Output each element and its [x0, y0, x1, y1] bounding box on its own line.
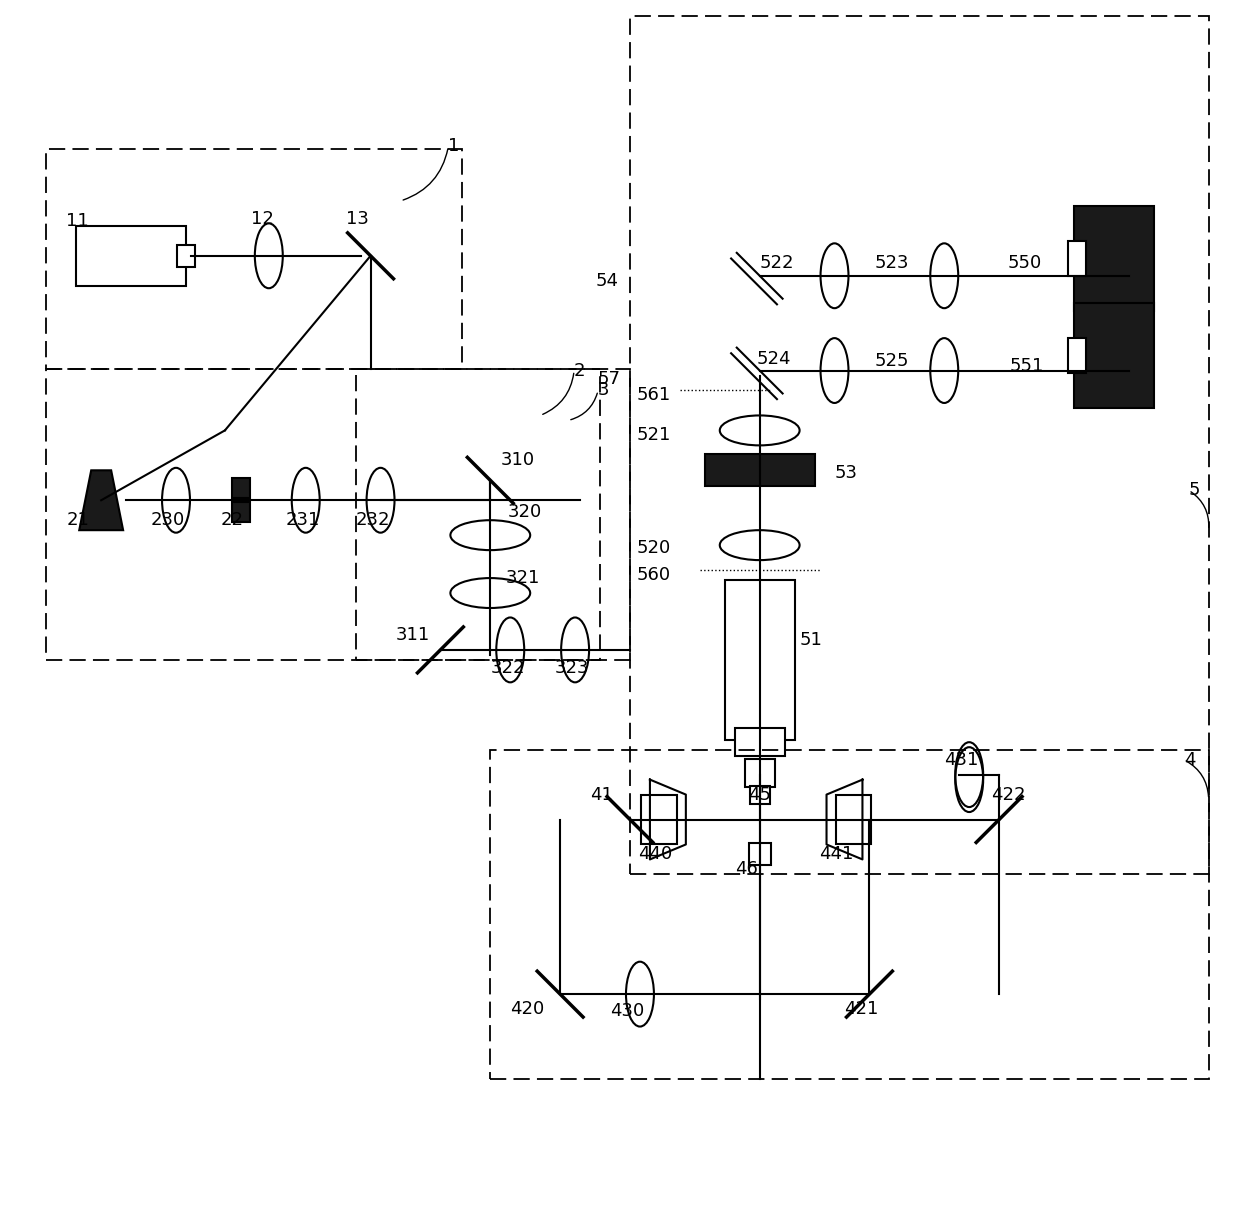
Text: 440: 440	[637, 845, 672, 864]
Text: 561: 561	[637, 386, 671, 404]
Bar	[46, 149, 463, 369]
Text: 12: 12	[250, 209, 274, 228]
Text: 420: 420	[510, 1000, 544, 1018]
Bar	[1068, 241, 1086, 276]
Text: 232: 232	[356, 512, 391, 529]
Text: 522: 522	[760, 253, 794, 272]
Text: 57: 57	[598, 369, 621, 387]
Bar	[704, 454, 815, 486]
Bar	[630, 16, 1209, 875]
Text: 430: 430	[610, 1002, 645, 1021]
Text: 525: 525	[874, 352, 909, 369]
Text: 1: 1	[449, 138, 460, 155]
Bar	[724, 580, 795, 739]
Text: 520: 520	[637, 540, 671, 557]
Bar	[1068, 339, 1086, 373]
Text: 431: 431	[944, 750, 978, 769]
Text: 13: 13	[346, 209, 368, 228]
Bar	[232, 502, 249, 523]
Bar	[1074, 206, 1153, 311]
Text: 521: 521	[637, 426, 671, 445]
Bar	[641, 794, 677, 844]
Bar	[749, 843, 770, 866]
Text: 54: 54	[596, 272, 619, 290]
Text: 21: 21	[66, 512, 89, 529]
Text: 550: 550	[1007, 253, 1042, 272]
Bar	[490, 749, 1209, 1079]
Text: 53: 53	[835, 464, 858, 482]
Text: 311: 311	[396, 626, 430, 644]
Text: 5: 5	[1189, 481, 1200, 499]
Bar	[1074, 303, 1153, 408]
Polygon shape	[79, 470, 123, 530]
Text: 51: 51	[800, 631, 822, 649]
Text: 310: 310	[500, 452, 534, 469]
Bar	[232, 479, 249, 498]
Bar	[76, 225, 186, 286]
Bar	[46, 369, 600, 660]
Text: 230: 230	[151, 512, 185, 529]
Text: 231: 231	[285, 512, 320, 529]
Text: 322: 322	[490, 659, 525, 677]
Text: 3: 3	[598, 381, 610, 400]
Text: 422: 422	[991, 786, 1025, 804]
Text: 321: 321	[505, 569, 539, 587]
Bar	[177, 245, 195, 267]
Bar	[356, 369, 630, 660]
Bar	[836, 794, 872, 844]
Text: 45: 45	[748, 786, 771, 804]
Text: 320: 320	[507, 503, 542, 521]
Bar	[750, 786, 770, 804]
Text: 11: 11	[66, 212, 89, 230]
Text: 22: 22	[221, 512, 244, 529]
Text: 551: 551	[1009, 357, 1044, 375]
Bar	[735, 727, 785, 755]
Text: 523: 523	[874, 253, 909, 272]
Text: 323: 323	[556, 659, 590, 677]
Text: 524: 524	[756, 350, 791, 368]
Text: 4: 4	[1184, 750, 1195, 769]
Text: 41: 41	[590, 786, 613, 804]
Text: 441: 441	[820, 845, 854, 864]
Text: 2: 2	[574, 362, 585, 380]
Bar	[745, 759, 775, 787]
Text: 46: 46	[735, 860, 758, 878]
Text: 560: 560	[637, 566, 671, 585]
Text: 421: 421	[844, 1000, 879, 1018]
